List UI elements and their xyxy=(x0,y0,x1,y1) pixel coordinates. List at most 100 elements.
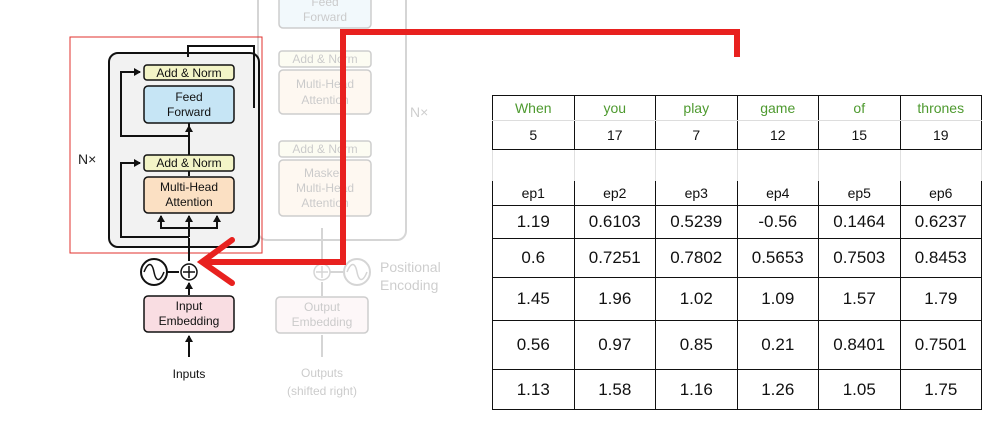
embedding-value: 1.58 xyxy=(573,369,656,410)
token-id: 19 xyxy=(899,120,982,150)
embedding-value: 0.5239 xyxy=(655,205,738,239)
embedding-table: When you play game of thrones 5 17 7 12 … xyxy=(492,95,982,410)
input-embedding-box xyxy=(143,295,235,333)
embedding-header: ep3 xyxy=(655,181,738,206)
spacer-cell xyxy=(492,149,575,181)
token-word: game xyxy=(736,95,819,121)
feed-forward-line2: Forward xyxy=(167,105,211,119)
embedding-value: 0.5653 xyxy=(736,238,819,278)
embedding-value-row: 0.6 0.7251 0.7802 0.5653 0.7503 0.8453 xyxy=(492,238,982,278)
embedding-value: 0.6237 xyxy=(899,205,982,239)
embedding-value: 0.7503 xyxy=(818,238,901,278)
embedding-value: 0.7251 xyxy=(573,238,656,278)
embedding-value: 1.45 xyxy=(492,277,575,321)
spacer-cell xyxy=(899,149,982,181)
token-id: 17 xyxy=(573,120,656,150)
token-word: When xyxy=(492,95,575,121)
decoder-sine-icon xyxy=(343,258,371,286)
attention-box xyxy=(143,176,235,214)
embedding-value: 1.09 xyxy=(736,277,819,321)
embedding-value: 0.7501 xyxy=(899,320,982,370)
attention-line1: Multi-Head xyxy=(160,180,218,194)
token-word: play xyxy=(655,95,738,121)
embedding-value: 0.7802 xyxy=(655,238,738,278)
outputs-label-line1: Outputs xyxy=(301,366,343,380)
embedding-value-row: 1.19 0.6103 0.5239 -0.56 0.1464 0.6237 xyxy=(492,205,982,239)
embedding-header: ep5 xyxy=(818,181,901,206)
embedding-value: 0.8453 xyxy=(899,238,982,278)
decoder-repeat-label: N× xyxy=(410,104,428,120)
embedding-value: 0.85 xyxy=(655,320,738,370)
decoder-attention-2-line3: Attention xyxy=(301,196,348,210)
decoder-attention-1-box xyxy=(278,69,372,115)
decoder-feed-forward-box xyxy=(278,0,372,29)
feed-forward-line1: Feed xyxy=(175,90,202,104)
token-word: you xyxy=(573,95,656,121)
decoder-faded: Feed Forward Add & Norm Multi-Head Atten… xyxy=(257,0,441,398)
spacer-cell xyxy=(655,149,738,181)
red-pointer-arrow xyxy=(196,29,740,286)
embedding-value: 1.79 xyxy=(899,277,982,321)
embedding-value: -0.56 xyxy=(736,205,819,239)
embedding-header: ep1 xyxy=(492,181,575,206)
embedding-header: ep2 xyxy=(573,181,656,206)
encoder: N× Add & Norm Feed Forward Add & Norm Mu… xyxy=(69,36,263,381)
add-norm-bottom-label: Add & Norm xyxy=(156,156,221,170)
token-id: 7 xyxy=(655,120,738,150)
spacer-cell xyxy=(818,149,901,181)
encoder-highlight-frame xyxy=(69,36,263,254)
token-word: of xyxy=(818,95,901,121)
token-word-row: When you play game of thrones xyxy=(492,95,982,121)
decoder-add-norm-1-label: Add & Norm xyxy=(292,52,357,66)
token-id-row: 5 17 7 12 15 19 xyxy=(492,120,982,150)
decoder-add-norm-2-label: Add & Norm xyxy=(292,142,357,156)
embedding-value: 1.96 xyxy=(573,277,656,321)
attention-line2: Attention xyxy=(165,195,212,209)
embedding-header: ep6 xyxy=(899,181,982,206)
encoder-repeat-label: N× xyxy=(78,151,96,167)
embedding-value: 1.13 xyxy=(492,369,575,410)
embedding-value: 0.1464 xyxy=(818,205,901,239)
embedding-value: 0.56 xyxy=(492,320,575,370)
embedding-value: 1.05 xyxy=(818,369,901,410)
decoder-attention-1-line2: Attention xyxy=(301,93,348,107)
embedding-value: 1.57 xyxy=(818,277,901,321)
input-embedding-line1: Input xyxy=(176,299,203,313)
decoder-feed-forward-line1: Feed xyxy=(311,0,338,9)
inputs-label: Inputs xyxy=(173,367,206,381)
add-norm-top xyxy=(143,64,235,81)
decoder-attention-1-line1: Multi-Head xyxy=(296,77,354,91)
embedding-value-row: 0.56 0.97 0.85 0.21 0.8401 0.7501 xyxy=(492,320,982,370)
embedding-value-row: 1.45 1.96 1.02 1.09 1.57 1.79 xyxy=(492,277,982,321)
output-embedding-line2: Embedding xyxy=(292,315,353,329)
add-norm-top-label: Add & Norm xyxy=(156,66,221,80)
token-word: thrones xyxy=(899,95,982,121)
input-embedding-line2: Embedding xyxy=(159,314,220,328)
embedding-value: 1.02 xyxy=(655,277,738,321)
embedding-header-row: ep1 ep2 ep3 ep4 ep5 ep6 xyxy=(492,181,982,206)
decoder-attention-2-line1: Masked xyxy=(304,166,346,180)
output-embedding-box xyxy=(275,296,369,334)
embedding-value: 0.97 xyxy=(573,320,656,370)
token-id: 12 xyxy=(736,120,819,150)
spacer-cell xyxy=(736,149,819,181)
decoder-attention-2-line2: Multi-Head xyxy=(296,181,354,195)
output-embedding-line1: Output xyxy=(304,300,341,314)
token-id: 15 xyxy=(818,120,901,150)
embedding-value-row: 1.13 1.58 1.16 1.26 1.05 1.75 xyxy=(492,369,982,410)
embedding-value: 0.21 xyxy=(736,320,819,370)
embedding-header: ep4 xyxy=(736,181,819,206)
decoder-attention-2-box xyxy=(278,159,372,217)
embedding-value: 1.19 xyxy=(492,205,575,239)
decoder-add-norm-2 xyxy=(278,140,372,158)
decoder-add-norm-1 xyxy=(278,50,372,68)
embedding-value: 0.6 xyxy=(492,238,575,278)
encoder-block xyxy=(108,52,260,248)
embedding-value: 1.16 xyxy=(655,369,738,410)
embedding-value: 1.75 xyxy=(899,369,982,410)
embedding-value: 1.26 xyxy=(736,369,819,410)
embedding-value: 0.6103 xyxy=(573,205,656,239)
spacer-row xyxy=(492,149,982,181)
decoder-feed-forward-line2: Forward xyxy=(303,10,347,24)
